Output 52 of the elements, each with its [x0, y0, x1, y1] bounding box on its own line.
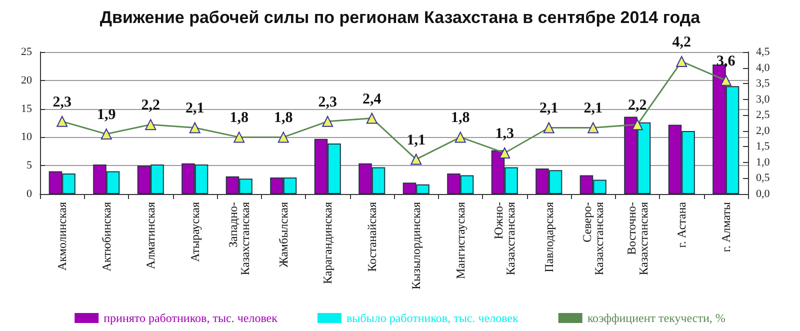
x-tick-label: Кызылординская	[409, 202, 424, 290]
legend-label: выбыло работников, тыс. человек	[346, 311, 518, 325]
data-label: 2,1	[584, 100, 602, 117]
y2-tick-label: 1,0	[756, 156, 770, 168]
x-tick-label: Карагандинская	[320, 202, 335, 284]
x-tick-label: Акмолинская	[55, 202, 70, 271]
y2-tick-label: 0,0	[756, 188, 770, 200]
data-label: 1,8	[451, 110, 470, 126]
data-label: 1,3	[495, 126, 514, 142]
y2-tick-label: 1,5	[756, 140, 770, 153]
y2-tick-label: 4,5	[756, 46, 770, 58]
x-tick-label: Мангистауская	[453, 202, 468, 280]
data-label: 4,2	[672, 34, 691, 50]
x-tick-label: Восточно-Казахстанская	[624, 202, 650, 276]
y2-tick-label: 3,0	[756, 93, 770, 106]
y2-tick-label: 2,0	[756, 124, 770, 137]
x-tick-label: Алматинская	[144, 202, 158, 270]
data-label: 2,1	[540, 100, 558, 117]
data-label: 3,6	[716, 53, 736, 70]
data-label: 2,1	[186, 100, 204, 117]
chart-title: Движение рабочей силы по регионам Казахстана в сентябре 2014 года	[100, 8, 701, 27]
data-label: 1,9	[97, 107, 116, 124]
y2-tick-label: 0,5	[756, 172, 770, 184]
data-label: 1,1	[406, 132, 426, 148]
legend-label: принято работников, тыс. человек	[104, 311, 278, 325]
data-label: 2,2	[141, 98, 160, 114]
y-tick-label: 25	[21, 46, 32, 58]
x-tick-label: г. Астана	[674, 201, 689, 248]
y-tick-label: 15	[21, 102, 32, 115]
data-label: 1,8	[274, 110, 293, 126]
x-tick-label: Костанайская	[364, 202, 379, 272]
y2-tick-label: 4,0	[756, 62, 770, 74]
x-tick-label: Жамбылская	[276, 202, 290, 268]
x-tick-label: Северо-Казахстанская	[580, 202, 606, 276]
x-tick-label: Павлодарская	[542, 202, 556, 272]
x-tick-label: Актюбинская	[99, 202, 114, 272]
data-label: 2,2	[628, 98, 647, 114]
legend-label: коэффициент текучести, %	[587, 311, 726, 325]
data-label: 2,3	[52, 94, 72, 110]
x-tick-label: Южно-Казахстанская	[492, 202, 518, 276]
y-tick-label: 10	[21, 131, 32, 144]
y-tick-label: 0	[26, 188, 32, 200]
y2-tick-label: 3,5	[756, 78, 770, 90]
x-tick-label: Западно-Казахстанская	[226, 202, 252, 276]
y-tick-label: 5	[26, 160, 32, 172]
data-label: 1,8	[230, 110, 248, 126]
data-label: 2,3	[318, 94, 337, 110]
x-tick-label: г. Алматы	[718, 202, 733, 252]
y-tick-label: 20	[21, 74, 32, 86]
data-label: 2,4	[362, 91, 382, 108]
y2-tick-label: 2,5	[756, 109, 770, 122]
x-tick-label: Атырауская	[188, 202, 202, 262]
